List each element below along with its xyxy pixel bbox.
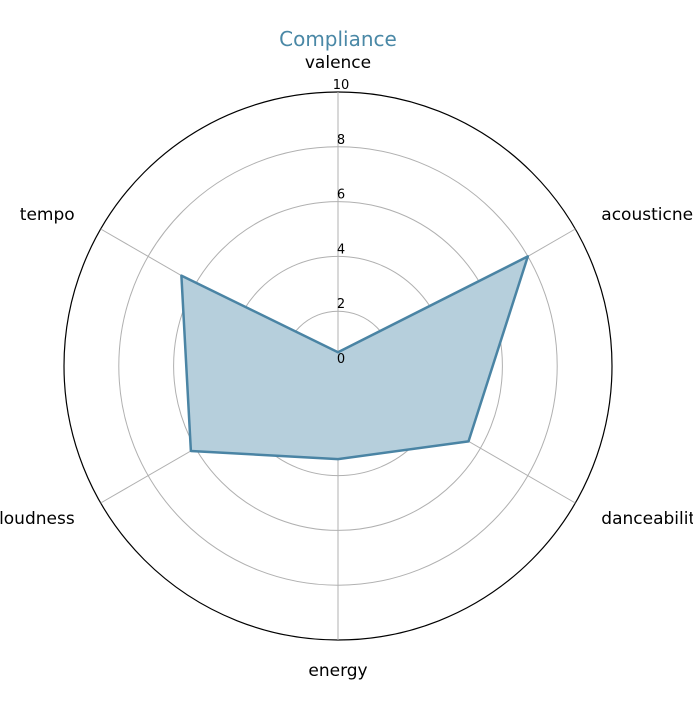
tick-label: 10	[333, 78, 350, 93]
tick-label: 6	[337, 188, 345, 203]
tick-label: 2	[337, 297, 345, 312]
tick-label: 4	[337, 242, 345, 257]
tick-label: 8	[337, 133, 345, 148]
series-layer	[180, 255, 530, 461]
axis-label-valence: valence	[305, 53, 371, 73]
axis-label-energy: energy	[308, 661, 367, 681]
chart-title: Compliance	[279, 27, 397, 51]
series-area	[181, 256, 528, 460]
axis-label-acousticness: acousticness	[601, 205, 693, 225]
axis-label-tempo: tempo	[20, 205, 75, 225]
axis-label-danceability: danceability	[601, 509, 693, 529]
series-line	[180, 255, 530, 461]
axis-labels: valence acousticness danceability energy lou…	[0, 53, 693, 681]
radial-tick-labels: 0 2 4 6 8 10	[333, 78, 350, 367]
axis-label-loudness: loudness	[0, 509, 75, 529]
tick-label: 0	[337, 352, 345, 367]
